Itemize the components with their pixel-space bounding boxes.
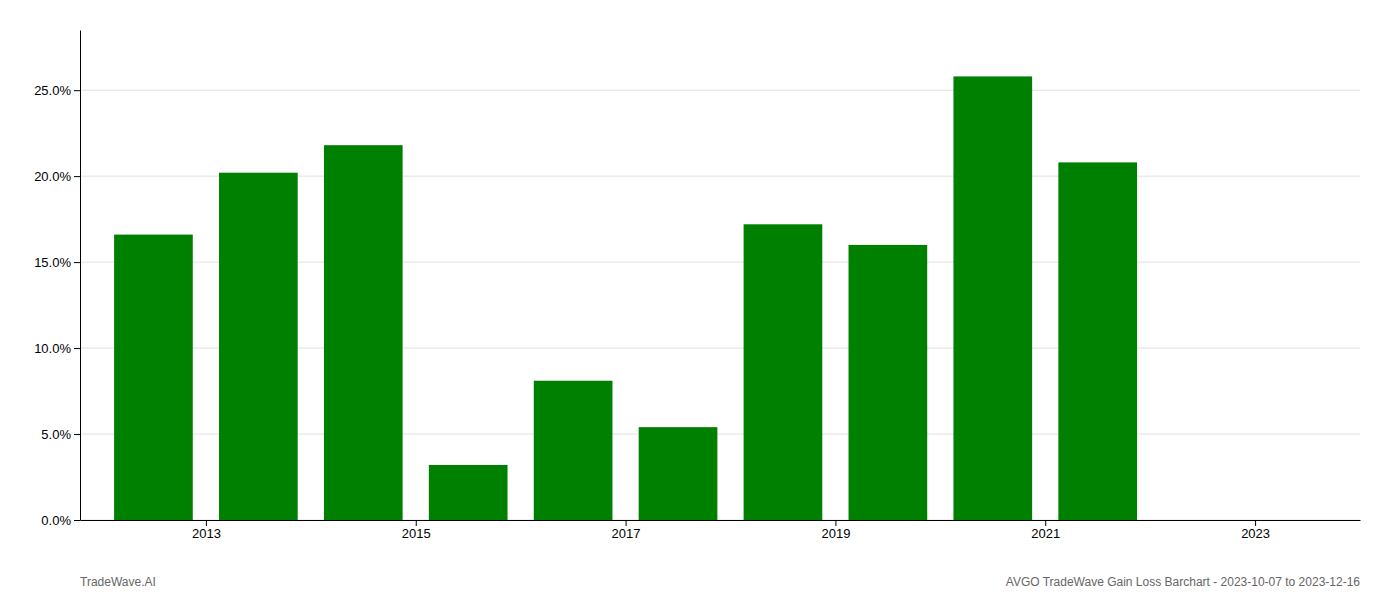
bar xyxy=(744,224,823,520)
y-tick-label: 15.0% xyxy=(34,255,71,270)
y-tick: 10.0% xyxy=(34,341,80,356)
x-axis: 2013 2015 2017 2019 2021 2023 xyxy=(81,520,1361,541)
x-tick-label: 2023 xyxy=(1241,526,1270,541)
y-tick: 0.0% xyxy=(41,513,80,528)
y-tick-mark xyxy=(74,262,80,263)
x-tick-label: 2017 xyxy=(612,526,641,541)
y-tick: 20.0% xyxy=(34,169,80,184)
x-tick: 2015 xyxy=(402,520,431,541)
y-tick-label: 25.0% xyxy=(34,83,71,98)
x-tick-mark xyxy=(206,520,207,526)
x-tick-mark xyxy=(1255,520,1256,526)
y-tick-mark xyxy=(74,434,80,435)
annotation: TradeWave.AI xyxy=(80,575,156,589)
x-tick-label: 2015 xyxy=(402,526,431,541)
y-axis: 0.0% 5.0% 10.0% 15.0% 20.0% 25.0% xyxy=(34,31,80,528)
annotation: AVGO TradeWave Gain Loss Barchart - 2023… xyxy=(1006,575,1361,589)
y-tick: 5.0% xyxy=(41,427,80,442)
chart-container: 2013 2015 2017 2019 2021 2023 0.0% 5.0% 10.0% 15.… xyxy=(0,0,1400,600)
bar xyxy=(114,235,193,520)
plot-area: 2013 2015 2017 2019 2021 2023 0.0% 5.0% 10.0% 15.… xyxy=(34,31,1360,542)
y-axis-line xyxy=(80,31,81,521)
x-tick-label: 2019 xyxy=(821,526,850,541)
y-tick-mark xyxy=(74,520,80,521)
bar xyxy=(324,145,403,520)
y-tick-mark xyxy=(74,90,80,91)
bar xyxy=(639,427,718,520)
x-tick-mark xyxy=(1045,520,1046,526)
x-tick: 2013 xyxy=(192,520,221,541)
x-tick-label: 2021 xyxy=(1031,526,1060,541)
y-tick: 25.0% xyxy=(34,83,80,98)
bar xyxy=(219,173,298,520)
x-tick: 2019 xyxy=(821,520,850,541)
chart-svg: 2013 2015 2017 2019 2021 2023 0.0% 5.0% 10.0% 15.… xyxy=(0,0,1400,600)
x-tick: 2017 xyxy=(612,520,641,541)
x-tick: 2021 xyxy=(1031,520,1060,541)
bars xyxy=(114,76,1137,520)
x-tick-mark xyxy=(835,520,836,526)
annotations: TradeWave.AI AVGO TradeWave Gain Loss Bar… xyxy=(80,575,1360,589)
bar xyxy=(429,465,508,520)
bar xyxy=(953,76,1032,520)
y-tick-label: 10.0% xyxy=(34,341,71,356)
x-tick: 2023 xyxy=(1241,520,1270,541)
y-tick-label: 20.0% xyxy=(34,169,71,184)
bar xyxy=(1058,162,1137,520)
y-tick-mark xyxy=(74,348,80,349)
bar xyxy=(849,245,928,520)
grid xyxy=(80,90,1360,520)
y-tick-label: 0.0% xyxy=(41,513,71,528)
bar xyxy=(534,381,613,520)
y-tick-label: 5.0% xyxy=(41,427,71,442)
y-tick-mark xyxy=(74,176,80,177)
x-axis-line xyxy=(81,520,1361,521)
x-tick-mark xyxy=(626,520,627,526)
y-tick: 15.0% xyxy=(34,255,80,270)
grid-line xyxy=(80,90,1360,91)
x-tick-mark xyxy=(416,520,417,526)
x-tick-label: 2013 xyxy=(192,526,221,541)
